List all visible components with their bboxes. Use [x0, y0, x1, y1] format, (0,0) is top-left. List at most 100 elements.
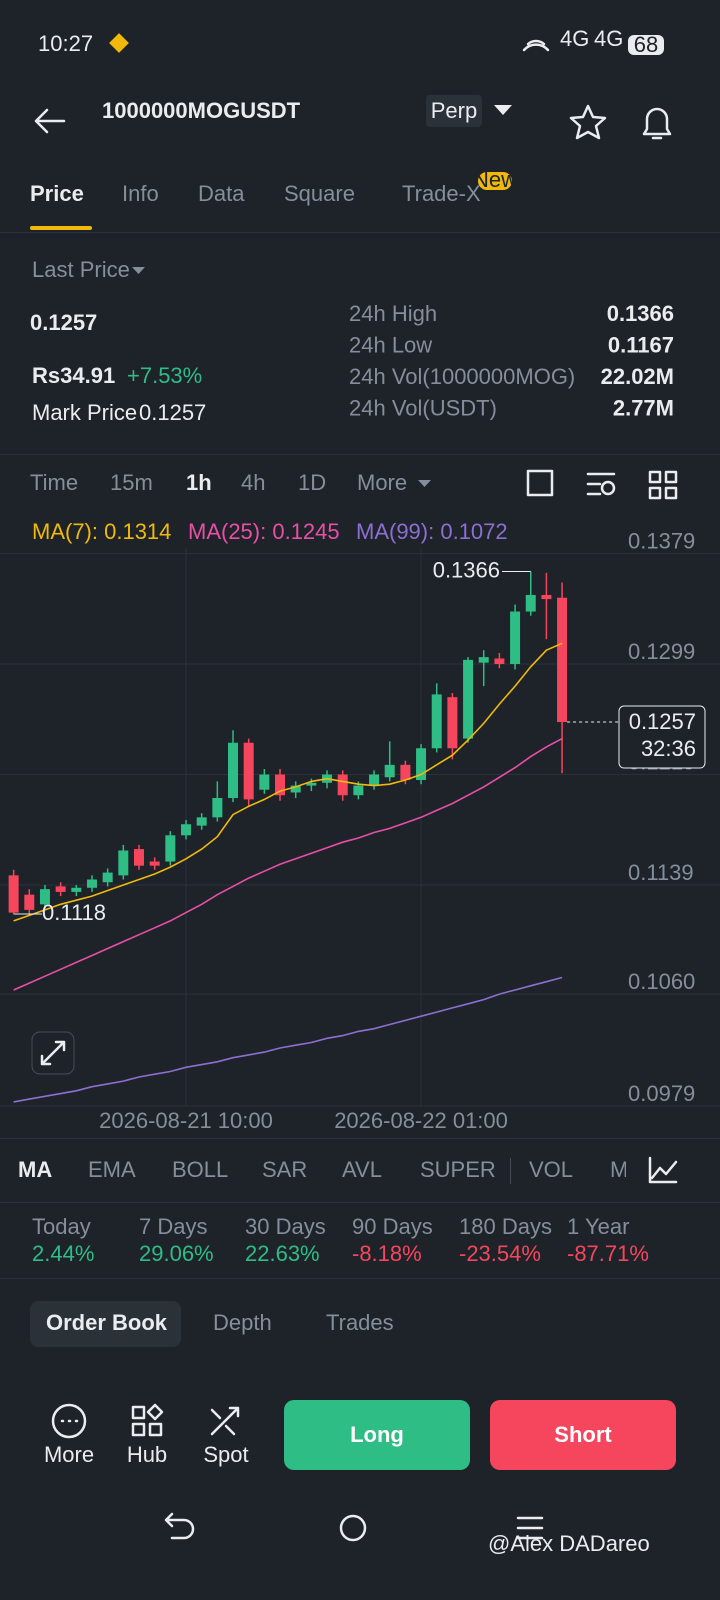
indicator-tab[interactable]: AVL — [342, 1157, 382, 1182]
nav-label[interactable]: More — [44, 1442, 94, 1467]
candle-body — [384, 764, 395, 778]
indicator-tab[interactable]: EMA — [88, 1157, 136, 1182]
short-label: Short — [554, 1422, 612, 1447]
spot-icon — [210, 1406, 240, 1436]
indicator-tab[interactable]: MA — [18, 1157, 52, 1182]
short-button[interactable] — [490, 1400, 676, 1470]
timeframe[interactable]: Time — [30, 470, 78, 495]
period-label: 7 Days — [139, 1214, 207, 1239]
candle-body — [494, 658, 505, 665]
stat-label: 24h High — [349, 301, 437, 326]
candle-body — [290, 785, 301, 793]
candle-body — [431, 694, 442, 749]
nav-home[interactable] — [339, 1514, 367, 1542]
current-price-box — [618, 705, 706, 769]
period-change: -23.54% — [459, 1241, 541, 1266]
battery-level: 68 — [634, 32, 658, 57]
candle-body — [337, 774, 348, 796]
legend-entry: MA(25): 0.1245 — [188, 519, 340, 544]
candle-body — [557, 597, 568, 723]
binance-icon — [109, 33, 129, 53]
more-icon — [51, 1403, 87, 1439]
stat-label: 24h Low — [349, 332, 432, 357]
timeframe[interactable]: 15m — [110, 470, 153, 495]
chart-tool-button[interactable] — [526, 469, 554, 497]
period-change: -8.18% — [352, 1241, 422, 1266]
tab[interactable]: Info — [122, 181, 159, 206]
nav-label[interactable]: Spot — [203, 1442, 248, 1467]
layout-button[interactable] — [648, 470, 678, 500]
period-label: 30 Days — [245, 1214, 326, 1239]
period-label: 180 Days — [459, 1214, 552, 1239]
period-change: 29.06% — [139, 1241, 214, 1266]
back-button[interactable] — [34, 108, 66, 134]
new-badge: New — [473, 167, 517, 192]
candle-body — [86, 879, 97, 888]
stat-value: 0.1167 — [608, 332, 674, 357]
orderbook-tab[interactable]: Depth — [213, 1310, 272, 1335]
y-tick-label: 0.0979 — [628, 1081, 695, 1106]
candle-body — [447, 697, 458, 749]
y-tick-label: 0.1299 — [628, 639, 695, 664]
last-price-label[interactable]: Last Price — [32, 257, 130, 282]
legend-entry: MA(7): 0.1314 — [32, 519, 171, 544]
candle-body — [259, 774, 270, 790]
separator — [510, 1158, 511, 1184]
ma-line — [13, 642, 563, 922]
tab[interactable]: Square — [284, 181, 355, 206]
nav-back[interactable] — [164, 1512, 195, 1540]
indicator-settings[interactable] — [648, 1156, 678, 1184]
nav-recent[interactable] — [516, 1516, 544, 1540]
divider — [0, 454, 720, 455]
dropdown-icon[interactable] — [494, 105, 512, 115]
candle-body — [525, 594, 536, 612]
indicator-tab[interactable]: SUPER — [420, 1157, 496, 1182]
timeframe[interactable]: More — [357, 470, 407, 495]
ma-line — [13, 976, 563, 1103]
divider — [0, 1202, 720, 1203]
y-tick-label: 0.1139 — [628, 860, 694, 885]
mark-price: 0.1257 — [139, 400, 206, 425]
x-tick-label: 2026-08-22 01:00 — [334, 1108, 508, 1133]
network: 4G — [594, 26, 623, 51]
indicator-tab[interactable]: SAR — [262, 1157, 307, 1182]
countdown: 32:36 — [641, 736, 696, 761]
tab[interactable]: Data — [198, 181, 245, 206]
y-tick-label: 0.1379 — [628, 528, 695, 553]
settings-button[interactable] — [586, 472, 616, 496]
settings-button — [600, 480, 616, 496]
long-button[interactable] — [284, 1400, 470, 1470]
candle-body — [275, 774, 286, 796]
tab[interactable]: Price — [30, 181, 84, 206]
orderbook-tab[interactable]: Trades — [326, 1310, 394, 1335]
timeframe[interactable]: 1h — [186, 470, 212, 495]
badge: Perp — [431, 98, 477, 123]
dropdown-icon — [132, 267, 145, 274]
watermark: @Alex DADareo — [488, 1531, 650, 1556]
symbol[interactable]: 1000000MOGUSDT — [102, 98, 301, 123]
indicator-tab[interactable]: BOLL — [172, 1157, 228, 1182]
fullscreen-icon — [40, 1040, 66, 1066]
alert-button[interactable] — [642, 107, 672, 140]
period-change: 2.44% — [32, 1241, 94, 1266]
candle-body — [196, 817, 207, 826]
legend-entry: MA(99): 0.1072 — [356, 519, 508, 544]
stat-label: 24h Vol(USDT) — [349, 395, 497, 420]
indicator-tab[interactable]: VOL — [529, 1157, 573, 1182]
tab[interactable]: Trade-X — [402, 181, 481, 206]
stat-value: 2.77M — [613, 395, 674, 420]
candle-body — [416, 748, 427, 781]
nav-label[interactable]: Hub — [127, 1442, 167, 1467]
candle-body — [8, 875, 19, 913]
favorite-button[interactable] — [569, 104, 607, 140]
period-change: 22.63% — [245, 1241, 320, 1266]
timeframe[interactable]: 1D — [298, 470, 326, 495]
timeframe[interactable]: 4h — [241, 470, 265, 495]
y-tick-label: 0.1060 — [628, 969, 695, 994]
stat-value: 22.02M — [601, 364, 674, 389]
current-price-label: 0.1257 — [629, 709, 696, 734]
orderbook-tab[interactable]: Order Book — [46, 1310, 168, 1335]
high-marker-label: 0.1366 — [433, 557, 500, 582]
